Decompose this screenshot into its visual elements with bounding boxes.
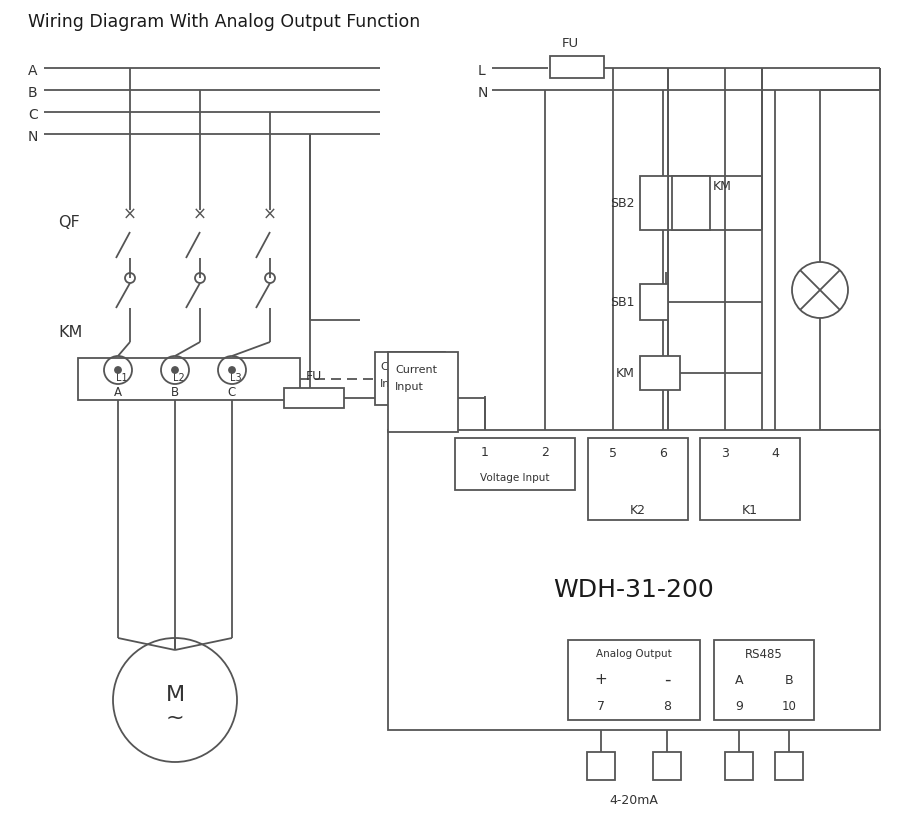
Text: Input: Input: [395, 382, 424, 392]
Text: Current: Current: [380, 362, 422, 372]
Circle shape: [115, 367, 121, 373]
Bar: [568, 640, 700, 720]
Text: C: C: [228, 385, 236, 399]
Text: ×: ×: [123, 206, 137, 224]
Text: Input: Input: [380, 379, 409, 389]
Bar: [588, 438, 688, 520]
Text: K2: K2: [630, 504, 646, 516]
Bar: [640, 356, 680, 390]
Text: FU: FU: [562, 37, 579, 49]
Text: WDH-31-200: WDH-31-200: [554, 578, 715, 602]
Text: 2: 2: [541, 445, 549, 459]
Text: L3: L3: [230, 373, 242, 383]
Circle shape: [172, 367, 178, 373]
Bar: [672, 176, 710, 230]
Text: B: B: [28, 86, 38, 100]
Bar: [775, 752, 803, 780]
Bar: [78, 358, 300, 400]
Bar: [550, 56, 604, 78]
Text: A: A: [114, 385, 122, 399]
Bar: [714, 640, 814, 720]
Text: +: +: [595, 672, 608, 687]
Bar: [700, 438, 800, 520]
Text: 9: 9: [735, 701, 742, 714]
Bar: [653, 752, 681, 780]
Text: 1: 1: [482, 445, 489, 459]
Text: -: -: [664, 671, 670, 689]
Bar: [455, 438, 575, 490]
Text: L1: L1: [116, 373, 128, 383]
Text: KM: KM: [616, 366, 635, 379]
Text: Voltage Input: Voltage Input: [481, 473, 550, 483]
Text: RS485: RS485: [745, 647, 783, 661]
Text: 10: 10: [781, 701, 797, 714]
Text: N: N: [478, 86, 489, 100]
Text: SB1: SB1: [610, 295, 635, 309]
Text: ~: ~: [166, 708, 184, 728]
Text: B: B: [785, 674, 793, 686]
Text: Analog Output: Analog Output: [596, 649, 672, 659]
Text: ×: ×: [263, 206, 277, 224]
Text: 4: 4: [771, 446, 778, 460]
Text: 5: 5: [609, 446, 617, 460]
Text: ×: ×: [194, 206, 207, 224]
Bar: [388, 352, 458, 432]
Bar: [388, 430, 880, 730]
Text: KM: KM: [58, 324, 83, 339]
Bar: [640, 284, 668, 320]
Text: A: A: [28, 64, 38, 78]
Text: SB2: SB2: [610, 197, 635, 209]
Text: L2: L2: [173, 373, 184, 383]
Text: M: M: [166, 685, 184, 705]
Text: KM: KM: [713, 179, 732, 193]
Bar: [640, 176, 668, 230]
Text: 8: 8: [663, 701, 671, 714]
Text: QF: QF: [58, 214, 80, 229]
Text: FU: FU: [306, 369, 322, 383]
Text: 7: 7: [597, 701, 605, 714]
Circle shape: [229, 367, 235, 373]
Bar: [284, 388, 344, 408]
Text: N: N: [28, 130, 39, 144]
Text: A: A: [734, 674, 743, 686]
Bar: [375, 352, 445, 405]
Text: 4-20mA: 4-20mA: [609, 793, 659, 806]
Text: Current: Current: [395, 365, 437, 375]
Text: C: C: [28, 108, 38, 122]
Bar: [587, 752, 615, 780]
Text: K1: K1: [742, 504, 758, 516]
Text: Wiring Diagram With Analog Output Function: Wiring Diagram With Analog Output Functi…: [28, 13, 420, 31]
Bar: [725, 752, 753, 780]
Text: L: L: [478, 64, 486, 78]
Text: B: B: [171, 385, 179, 399]
Text: 6: 6: [659, 446, 667, 460]
Text: 3: 3: [721, 446, 729, 460]
